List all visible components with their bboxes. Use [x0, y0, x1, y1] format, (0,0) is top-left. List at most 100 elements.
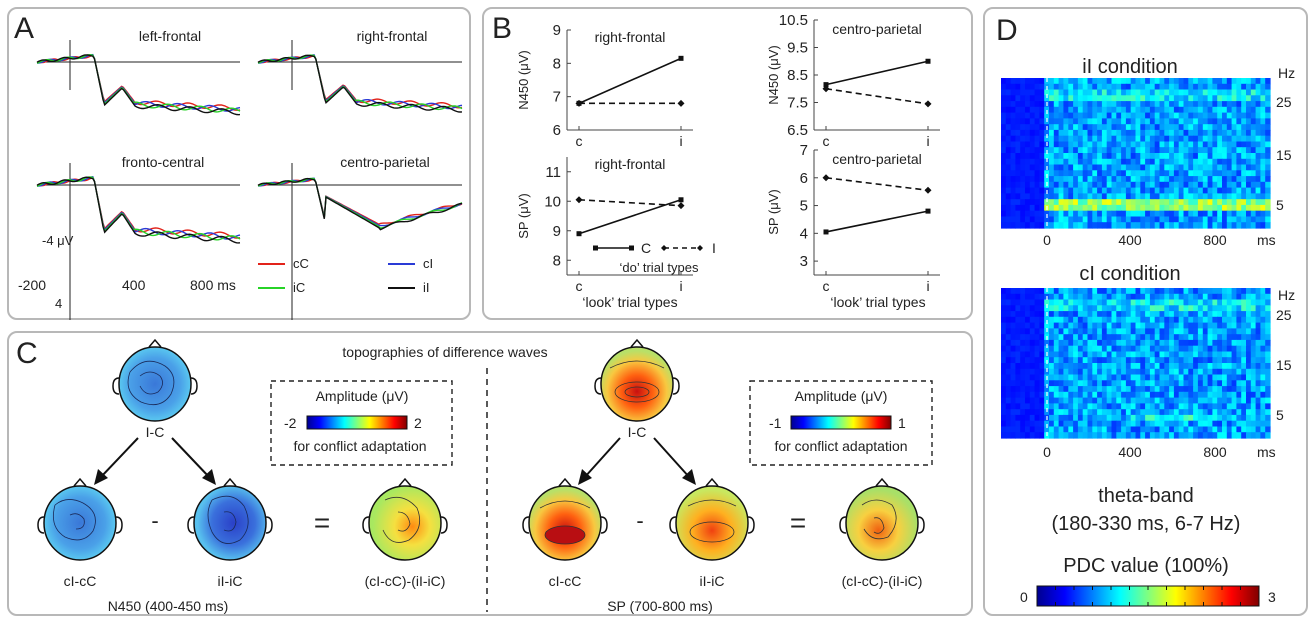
tf-cell: [1212, 158, 1218, 166]
tf-cell: [1135, 368, 1141, 376]
tf-cell: [1222, 322, 1228, 329]
tf-cell: [1197, 193, 1204, 200]
tf-cell: [1015, 141, 1021, 148]
tf-cell: [1025, 299, 1031, 306]
tf-cell: [1097, 339, 1103, 347]
tf-cell: [1135, 176, 1141, 183]
tf-cell: [1183, 193, 1189, 200]
d-band-range: (180-330 ms, 6-7 Hz): [1052, 513, 1241, 535]
tf-cell: [1106, 112, 1113, 119]
tf-cell: [1222, 187, 1228, 194]
tf-cell: [1164, 164, 1170, 171]
tf-cell: [1164, 363, 1170, 370]
tf-cell: [1169, 118, 1175, 125]
tf-cell: [1236, 397, 1242, 404]
tf-cell: [1236, 170, 1242, 177]
tf-cell: [1087, 397, 1093, 404]
b-ytick-label: 8.5: [787, 67, 808, 84]
tf-cell: [1005, 288, 1012, 295]
tf-cell: [1058, 204, 1064, 212]
tf-cell: [1053, 328, 1060, 335]
tf-cell: [1212, 380, 1218, 387]
tf-cell: [1241, 397, 1247, 404]
tf-cell: [1265, 345, 1271, 353]
tf-cell: [1049, 210, 1055, 218]
tf-cell: [1029, 216, 1036, 223]
tf-cell: [1193, 432, 1199, 439]
erp-trace-iC: [36, 53, 241, 113]
tf-cell: [1125, 129, 1132, 137]
tf-cell: [1207, 83, 1213, 91]
tf-cell: [1188, 147, 1194, 154]
left-legend-title: Amplitude (μV): [316, 388, 409, 404]
panel-b-letter: B: [492, 12, 513, 45]
tf-cell: [1125, 101, 1132, 108]
tf-cell: [1197, 305, 1204, 312]
tf-cell: [1140, 141, 1146, 148]
tf-cell: [1145, 357, 1151, 364]
tf-cell: [1149, 193, 1156, 200]
tf-cell: [1058, 316, 1064, 324]
tf-cell: [1169, 432, 1175, 439]
tf-cell: [1092, 351, 1098, 358]
tf-cell: [1010, 293, 1016, 301]
tf-cell: [1226, 374, 1233, 381]
b-point-C-i: [925, 208, 931, 214]
legend-label-cC: cC: [293, 256, 309, 271]
tf-cell: [1039, 328, 1045, 335]
tf-cell: [1025, 216, 1031, 223]
tf-cell: [1116, 89, 1122, 96]
tf-cell: [1135, 351, 1141, 358]
tf-cell: [1130, 316, 1137, 324]
tf-cell: [1063, 391, 1069, 399]
tf-cell: [1125, 409, 1132, 416]
tf-cell: [1226, 299, 1233, 306]
tf-cell: [1039, 432, 1045, 439]
tf-cell: [1053, 78, 1060, 85]
tf-cell: [1053, 386, 1060, 393]
tf-cell: [1255, 316, 1261, 324]
tf-cell: [1222, 345, 1228, 353]
tf-cell: [1020, 374, 1026, 381]
b-xtick-label: i: [926, 133, 929, 149]
tf-cell: [1053, 164, 1060, 171]
tf-cell: [1005, 391, 1012, 399]
tf-cell: [1005, 357, 1012, 364]
tf-cell: [1053, 409, 1060, 416]
tf-cell: [1154, 181, 1161, 189]
tf-cell: [1197, 95, 1204, 102]
tf-cell: [1149, 293, 1156, 301]
tf-cell: [1265, 368, 1271, 376]
tf-cell: [1029, 153, 1036, 160]
tf-cell: [1125, 293, 1132, 301]
tf-cell: [1116, 426, 1122, 433]
tf-cell: [1140, 135, 1146, 143]
tf-cell: [1260, 328, 1266, 335]
tf-cell: [1106, 89, 1113, 96]
tf-cell: [1001, 305, 1007, 312]
tf-cell: [1029, 135, 1036, 143]
tf-cell: [1058, 403, 1064, 410]
tf-cell: [1101, 141, 1108, 148]
tf-cell: [1097, 374, 1103, 381]
tf-cell: [1063, 357, 1069, 364]
tf-cell: [1034, 391, 1040, 399]
tf-cell: [1173, 95, 1180, 102]
tf-cell: [1029, 426, 1036, 433]
tf-cell: [1039, 181, 1045, 189]
tf-cell: [1029, 432, 1036, 439]
tf-cell: [1039, 288, 1045, 295]
tf-cell: [1241, 374, 1247, 381]
tf-cell: [1097, 299, 1103, 306]
tf-cell: [1154, 106, 1161, 114]
tf-cell: [1212, 193, 1218, 200]
tf-cell: [1178, 95, 1185, 102]
tf-cell: [1106, 409, 1113, 416]
tf-cell: [1025, 357, 1031, 364]
tf-cell: [1255, 305, 1261, 312]
tf-cell: [1173, 305, 1180, 312]
tf-cell: [1212, 78, 1218, 85]
tf-cell: [1135, 322, 1141, 329]
tf-cell: [1188, 83, 1194, 91]
tf-cell: [1202, 363, 1209, 370]
